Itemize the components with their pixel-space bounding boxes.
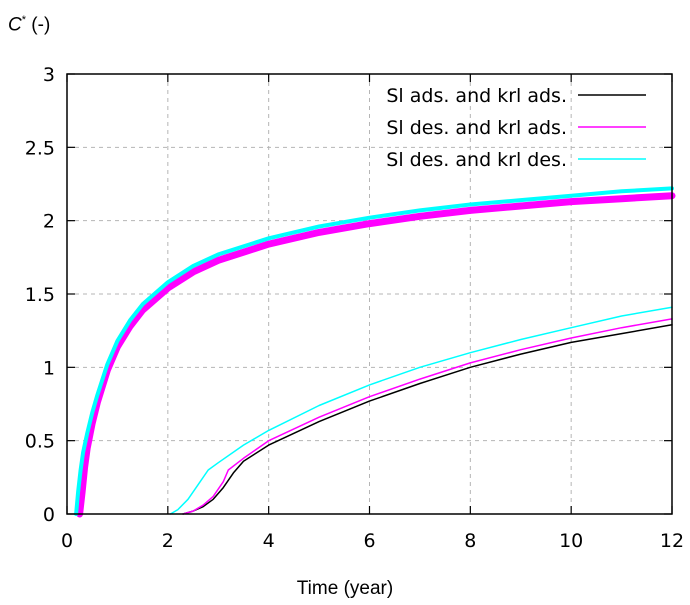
y-tick-label: 1 bbox=[43, 357, 55, 379]
y-tick-label: 2 bbox=[43, 211, 55, 233]
y-tick-label: 3 bbox=[43, 64, 55, 86]
x-tick-label: 8 bbox=[464, 530, 476, 552]
y-tick-label: 2.5 bbox=[25, 137, 55, 159]
y-axis-label: C* (-) bbox=[8, 14, 50, 36]
x-tick-label: 2 bbox=[162, 530, 174, 552]
y-tick-label: 1.5 bbox=[25, 284, 55, 306]
series-line-5 bbox=[169, 306, 673, 515]
series-line-4 bbox=[74, 186, 674, 516]
y-axis-symbol: C bbox=[8, 14, 22, 36]
legend-label: Sl des. and krl ads. bbox=[386, 117, 567, 139]
x-tick-label: 12 bbox=[660, 530, 684, 552]
x-axis-label: Time (year) bbox=[296, 578, 394, 599]
series-line-0 bbox=[78, 194, 673, 515]
x-tick-label: 6 bbox=[363, 530, 375, 552]
series-line-1 bbox=[182, 324, 673, 515]
series-line-2 bbox=[76, 192, 676, 518]
legend-label: Sl ads. and krl ads. bbox=[386, 85, 567, 107]
x-tick-label: 0 bbox=[61, 530, 73, 552]
y-tick-label: 0.5 bbox=[25, 431, 55, 453]
legend-label: Sl des. and krl des. bbox=[386, 149, 567, 171]
x-tick-label: 10 bbox=[559, 530, 583, 552]
y-axis-superscript: * bbox=[21, 14, 27, 26]
y-tick-label: 0 bbox=[43, 504, 55, 526]
y-axis-unit: (-) bbox=[26, 14, 51, 36]
series-line-3 bbox=[182, 318, 673, 515]
x-tick-label: 4 bbox=[263, 530, 275, 552]
